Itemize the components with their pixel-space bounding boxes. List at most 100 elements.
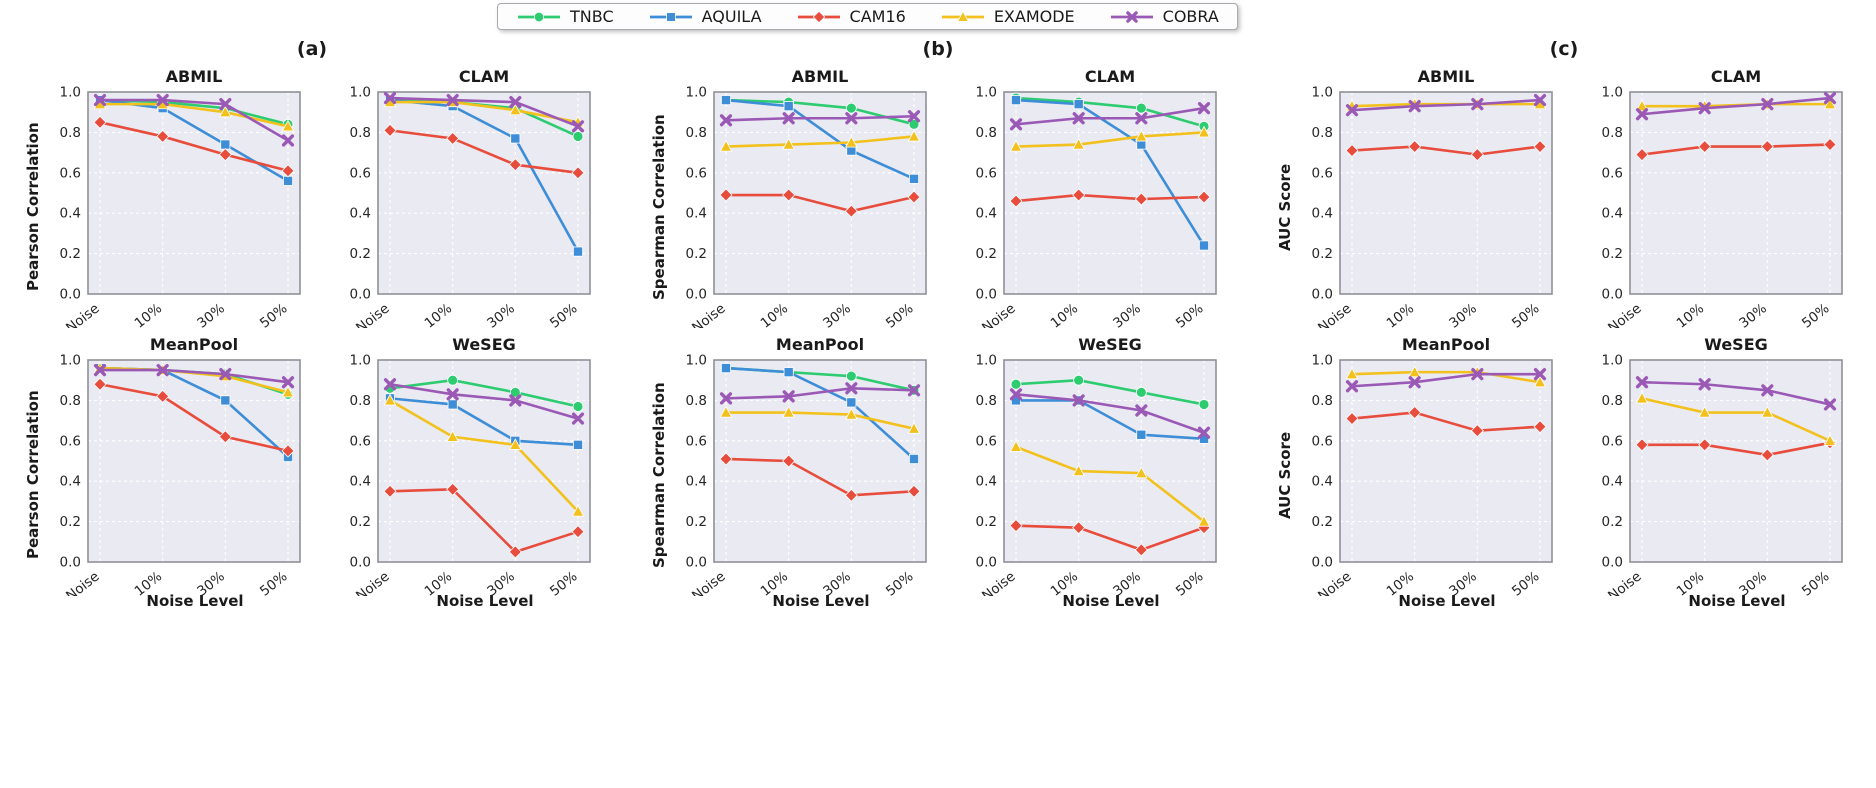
y-tick-label: 0.2 — [60, 514, 81, 530]
y-tick-label: 0.8 — [60, 125, 81, 141]
y-tick-label: 0.6 — [686, 165, 707, 181]
plot-title: CLAM — [459, 67, 509, 86]
x-marker — [509, 96, 522, 109]
group-a: (a) Pearson Correlation ABMIL 0.0 0.2 0.4 0.6 0… — [22, 38, 602, 610]
diamond-marker — [93, 115, 107, 129]
y-tick-label: 0.4 — [1312, 474, 1333, 490]
diamond-marker — [218, 148, 232, 162]
triangle-legend-swatch-icon — [941, 10, 984, 22]
y-tick-label: 0.6 — [976, 433, 997, 449]
subplot-cell: WeSEG 0.0 0.2 0.4 0.6 0.8 1.0 No Noise 10% 30% 50%… — [1586, 334, 1854, 610]
y-tick-label: 0.0 — [976, 555, 997, 571]
y-axis-label: AUC Score — [1276, 163, 1294, 251]
series-cobra — [1009, 102, 1211, 131]
x-marker — [1471, 368, 1484, 381]
diamond-marker — [1134, 192, 1148, 206]
x-marker — [1072, 112, 1085, 125]
plot-title: ABMIL — [166, 67, 223, 86]
subplot-cell: Pearson Correlation ABMIL 0.0 0.2 0.4 0.6 0.8 1… — [22, 66, 312, 328]
series-cobra — [1635, 376, 1837, 411]
y-tick-label: 0.2 — [350, 246, 371, 262]
triangle-marker — [1533, 375, 1547, 388]
diamond-marker — [1009, 194, 1023, 208]
series-aquila — [721, 363, 919, 464]
diamond-marker — [812, 10, 825, 23]
y-tick-label: 0.8 — [350, 125, 371, 141]
diamond-marker — [571, 525, 585, 539]
diamond-marker — [1197, 190, 1211, 204]
diamond-marker — [1698, 139, 1712, 154]
circle-marker — [1073, 374, 1085, 386]
square-marker — [572, 246, 583, 257]
x-marker — [1761, 98, 1774, 111]
series-examode — [719, 405, 921, 434]
diamond-marker — [1533, 420, 1547, 434]
triangle-marker — [1072, 464, 1085, 477]
y-tick-label: 0.4 — [686, 474, 707, 490]
group-b: (b) Spearman Correlation ABMIL 0.0 0.2 0.4 0.6… — [648, 38, 1228, 610]
x-marker — [1009, 388, 1023, 401]
series-examode — [1009, 125, 1211, 152]
triangle-marker — [1135, 466, 1148, 479]
series-cam16 — [383, 482, 585, 559]
x-marker — [719, 114, 733, 127]
y-tick-label: 0.4 — [350, 474, 371, 490]
series-cobra — [1009, 388, 1211, 439]
subplot-cell: WeSEG 0.0 0.2 0.4 0.6 0.8 1.0 No Noise 10% 30% 50%… — [334, 334, 602, 610]
plot-title: ABMIL — [1418, 67, 1475, 86]
x-marker — [1635, 376, 1649, 389]
legend-label: TNBC — [570, 7, 614, 26]
series-examode — [719, 129, 921, 152]
y-tick-label: 0.0 — [350, 287, 371, 303]
x-marker — [1408, 100, 1421, 113]
x-marker — [446, 388, 459, 401]
y-tick-label: 0.0 — [686, 555, 707, 571]
square-marker — [908, 453, 919, 464]
x-axis-label: Noise Level — [1062, 592, 1160, 610]
circle-marker — [1135, 386, 1147, 398]
y-tick-label: 0.0 — [1312, 287, 1333, 303]
diamond-marker — [156, 389, 170, 403]
diamond-marker — [218, 430, 232, 444]
series-examode — [1635, 391, 1837, 446]
y-tick-label: 0.0 — [350, 555, 371, 571]
triangle-marker — [219, 105, 232, 118]
x-marker — [219, 98, 232, 111]
diamond-marker — [1408, 139, 1422, 154]
x-tick-label: 30% — [194, 300, 228, 328]
diamond-marker — [719, 188, 733, 202]
triangle-marker — [281, 385, 295, 398]
group-c: (c) AUC Score ABMIL 0.0 0.2 0.4 0.6 0.8 1.0 No No… — [1274, 38, 1854, 610]
diamond-marker — [1760, 448, 1774, 462]
series-cobra — [719, 110, 921, 127]
y-tick-label: 1.0 — [1312, 353, 1333, 369]
diamond-marker — [1635, 438, 1649, 452]
square-marker — [220, 139, 231, 150]
square-marker — [783, 101, 794, 112]
x-axis-label: Noise Level — [1398, 592, 1496, 610]
x-tick-label: 50% — [883, 300, 917, 328]
subplot-cell: AUC Score MeanPool 0.0 0.2 0.4 0.6 0.8 1.0 No No… — [1274, 334, 1564, 610]
square-marker — [1136, 429, 1147, 440]
y-tick-label: 0.4 — [60, 206, 81, 222]
plot-clam-c: CLAM 0.0 0.2 0.4 0.6 0.8 1.0 No Noise 10% 30% 50% — [1587, 67, 1843, 328]
triangle-marker — [1197, 125, 1211, 138]
triangle-marker — [1635, 391, 1649, 404]
y-tick-label: 0.6 — [976, 165, 997, 181]
y-tick-label: 0.0 — [976, 287, 997, 303]
series-cam16 — [93, 115, 295, 178]
x-legend-swatch-icon — [1110, 10, 1153, 23]
x-tick-label: 10% — [132, 300, 166, 328]
x-tick-label: 10% — [1674, 300, 1708, 328]
triangle-marker — [571, 504, 585, 517]
triangle-marker — [1009, 440, 1023, 452]
y-tick-label: 0.6 — [350, 433, 371, 449]
y-tick-label: 0.6 — [1602, 433, 1623, 449]
circle-marker — [447, 374, 459, 386]
triangle-marker — [1761, 405, 1774, 418]
circle-marker — [1135, 102, 1147, 114]
